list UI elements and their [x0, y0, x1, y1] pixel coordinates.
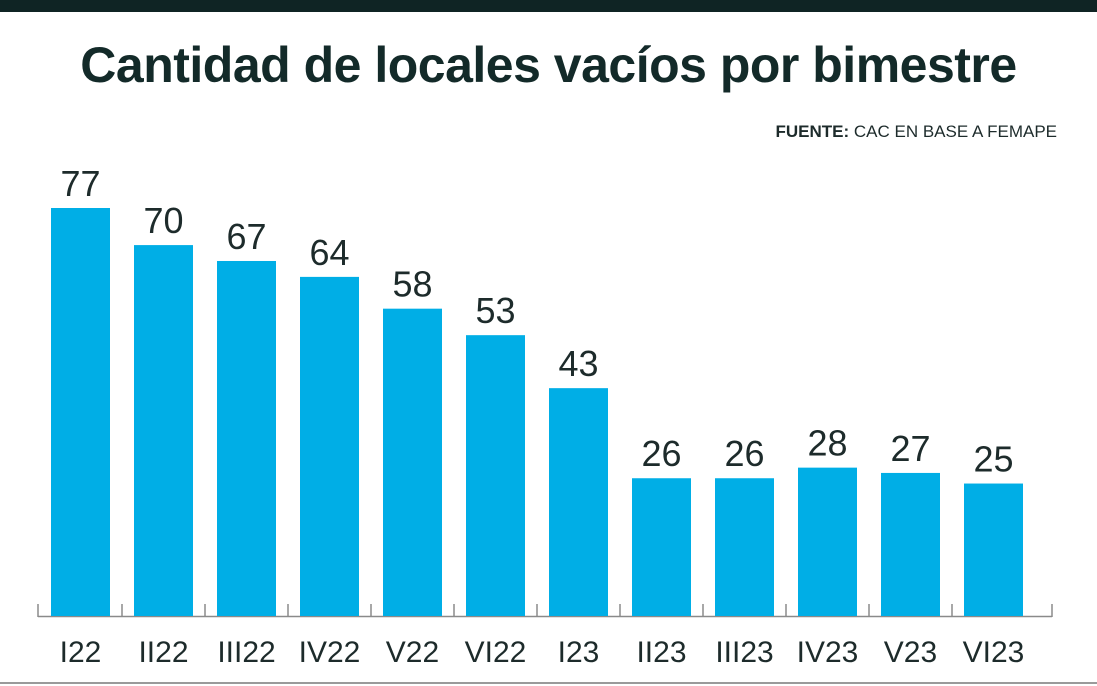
- data-label-iv23: 28: [807, 423, 847, 464]
- bar-i22: [51, 208, 110, 616]
- source-text: CAC EN BASE A FEMAPE: [849, 122, 1057, 141]
- data-label-iii23: 26: [724, 433, 764, 474]
- bar-vi22: [466, 335, 525, 616]
- x-tick-label-v23: V23: [884, 636, 937, 669]
- top-bar: [0, 0, 1097, 12]
- data-label-ii23: 26: [641, 433, 681, 474]
- bar-vi23: [964, 483, 1023, 616]
- bar-v22: [383, 308, 442, 616]
- x-tick-label-i22: I22: [60, 636, 102, 669]
- bottom-divider: [0, 682, 1097, 684]
- data-label-v22: 58: [392, 264, 432, 305]
- x-tick-label-vi23: VI23: [963, 636, 1025, 669]
- x-tick-label-vi22: VI22: [465, 636, 527, 669]
- x-tick-label-iv22: IV22: [299, 636, 361, 669]
- x-tick-label-v22: V22: [386, 636, 439, 669]
- data-label-iii22: 67: [226, 216, 266, 257]
- data-label-v23: 27: [890, 428, 930, 469]
- bar-iv23: [798, 467, 857, 616]
- x-tick-label-ii22: II22: [138, 636, 188, 669]
- bar-ii23: [632, 478, 691, 616]
- bar-iii22: [217, 260, 276, 616]
- data-label-vi22: 53: [475, 290, 515, 331]
- data-label-i22: 77: [60, 163, 100, 204]
- chart-source: FUENTE: CAC EN BASE A FEMAPE: [775, 122, 1057, 142]
- source-label: FUENTE:: [775, 122, 850, 141]
- x-tick-label-iii23: III23: [715, 636, 773, 669]
- bar-iii23: [715, 478, 774, 616]
- data-label-ii22: 70: [143, 200, 183, 241]
- bar-i23: [549, 388, 608, 616]
- bar-ii22: [134, 245, 193, 616]
- bar-iv22: [300, 276, 359, 616]
- data-label-vi23: 25: [973, 439, 1013, 480]
- x-tick-label-iii22: III22: [217, 636, 275, 669]
- x-tick-label-ii23: II23: [636, 636, 686, 669]
- x-tick-label-iv23: IV23: [797, 636, 859, 669]
- x-tick-label-i23: I23: [558, 636, 600, 669]
- bar-v23: [881, 472, 940, 616]
- data-label-iv22: 64: [309, 232, 349, 273]
- data-label-i23: 43: [558, 343, 598, 384]
- chart-title: Cantidad de locales vacíos por bimestre: [80, 37, 1017, 93]
